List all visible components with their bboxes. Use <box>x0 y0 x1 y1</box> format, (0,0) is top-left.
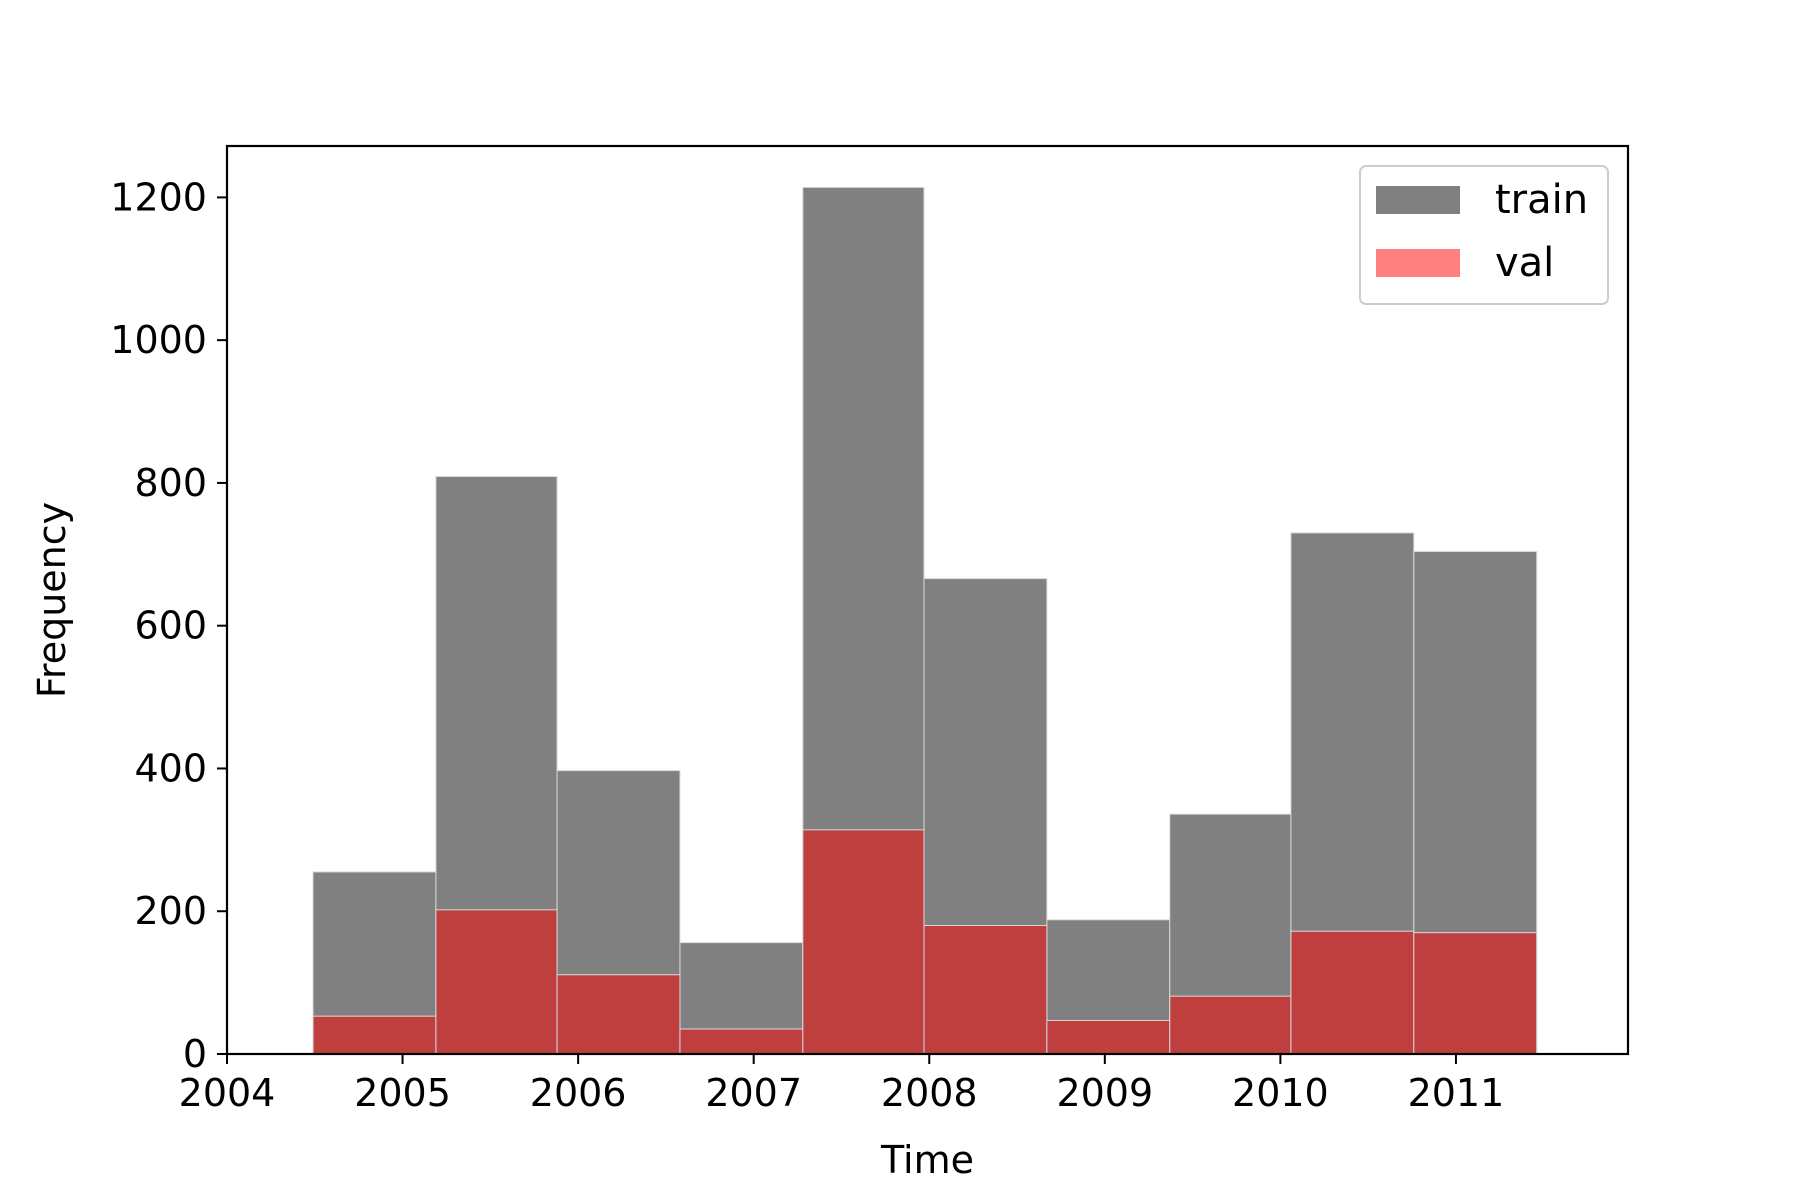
x-tick-label-2007: 2007 <box>705 1071 802 1115</box>
x-tick-label-2005: 2005 <box>354 1071 451 1115</box>
y-tick-label-0: 0 <box>183 1032 207 1076</box>
legend-label-val: val <box>1495 240 1554 286</box>
bar-val-9 <box>1413 932 1538 1055</box>
bar-val-4 <box>802 829 925 1055</box>
y-tick-label-600: 600 <box>134 604 207 648</box>
y-tick-label-1200: 1200 <box>110 175 207 219</box>
bar-val-0 <box>312 1015 437 1055</box>
bar-val-7 <box>1169 995 1292 1055</box>
bar-val-5 <box>923 925 1048 1055</box>
legend-swatch-val <box>1376 249 1460 277</box>
bars-layer <box>312 186 1538 1055</box>
bar-val-3 <box>679 1028 804 1055</box>
y-axis-label: Frequency <box>30 502 74 698</box>
legend-label-train: train <box>1495 177 1588 223</box>
y-tick-label-200: 200 <box>134 889 207 933</box>
bar-val-2 <box>556 974 681 1055</box>
x-axis-label: Time <box>880 1138 974 1182</box>
y-axis-ticks: 0 200 400 600 800 1000 1200 <box>110 175 227 1076</box>
x-axis-ticks: 2004 2005 2006 2007 2008 2009 2010 2011 <box>179 1054 1505 1115</box>
x-tick-label-2011: 2011 <box>1408 1071 1505 1115</box>
x-tick-label-2006: 2006 <box>530 1071 627 1115</box>
x-tick-label-2004: 2004 <box>179 1071 276 1115</box>
y-tick-label-400: 400 <box>134 746 207 790</box>
bar-val-6 <box>1046 1019 1171 1055</box>
bar-val-8 <box>1290 930 1415 1055</box>
plot-frame <box>225 144 1630 1056</box>
legend-swatch-train <box>1376 186 1460 214</box>
y-tick-label-800: 800 <box>134 461 207 505</box>
x-tick-label-2009: 2009 <box>1056 1071 1153 1115</box>
bar-val-1 <box>435 909 558 1055</box>
x-tick-label-2008: 2008 <box>881 1071 978 1115</box>
legend: train val <box>1359 165 1609 305</box>
x-tick-label-2010: 2010 <box>1232 1071 1329 1115</box>
y-tick-label-1000: 1000 <box>110 318 207 362</box>
